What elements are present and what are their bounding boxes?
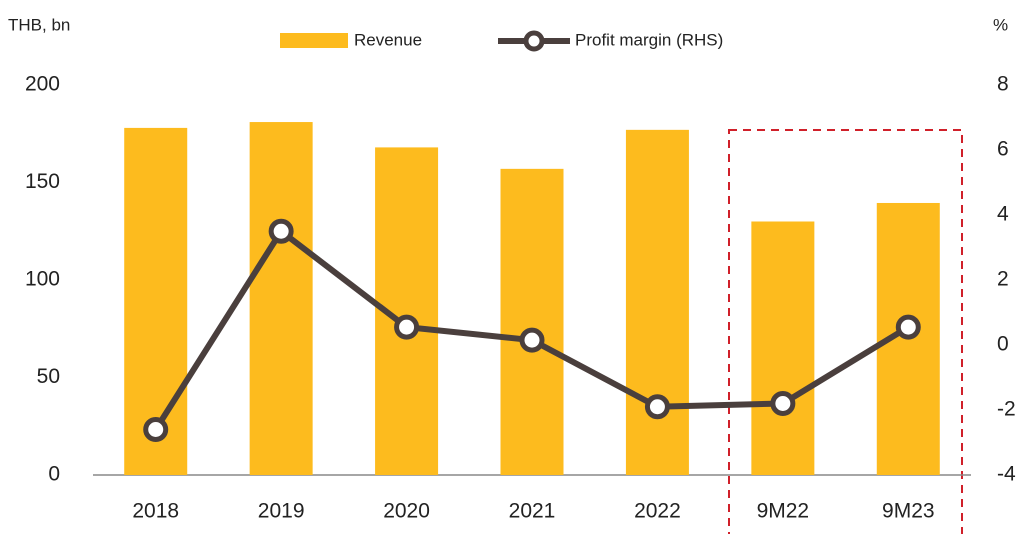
bar [500,168,564,475]
y-tick-label: 50 [37,365,60,388]
line-marker [519,327,545,353]
bar [625,129,689,475]
y2-tick-label: -4 [997,463,1016,486]
legend-label: Revenue [354,30,422,49]
line-marker [394,314,420,340]
y-tick-label: 200 [25,73,60,96]
y2-tick-label: 0 [997,333,1009,356]
bar [249,122,313,476]
left-axis-label: THB, bn [8,15,70,34]
line-marker [143,417,169,442]
bar [751,221,815,475]
legend-label: Profit margin (RHS) [575,30,723,49]
legend-marker [523,30,545,52]
y2-tick-label: -2 [997,398,1016,421]
x-tick-label: 2021 [509,500,556,523]
y2-tick-label: 4 [997,203,1009,226]
x-tick-label: 9M23 [882,500,935,523]
x-tick-label: 2022 [634,500,681,523]
y-tick-label: 150 [25,170,60,193]
x-tick-label: 2019 [258,500,305,523]
line-marker [895,314,921,340]
line-marker [268,218,294,244]
x-tick-label: 9M22 [757,500,810,523]
highlight-box [728,129,963,534]
x-tick-label: 2020 [383,500,430,523]
right-axis-label: % [993,15,1008,34]
y2-tick-label: 2 [997,268,1009,291]
y-tick-label: 0 [48,463,60,486]
y2-tick-label: 8 [997,73,1009,96]
y2-tick-label: 6 [997,138,1009,161]
legend-swatch [280,33,348,48]
line-marker [770,391,796,416]
line-marker [644,394,670,420]
x-tick-label: 2018 [132,500,179,523]
y-tick-label: 100 [25,268,60,291]
